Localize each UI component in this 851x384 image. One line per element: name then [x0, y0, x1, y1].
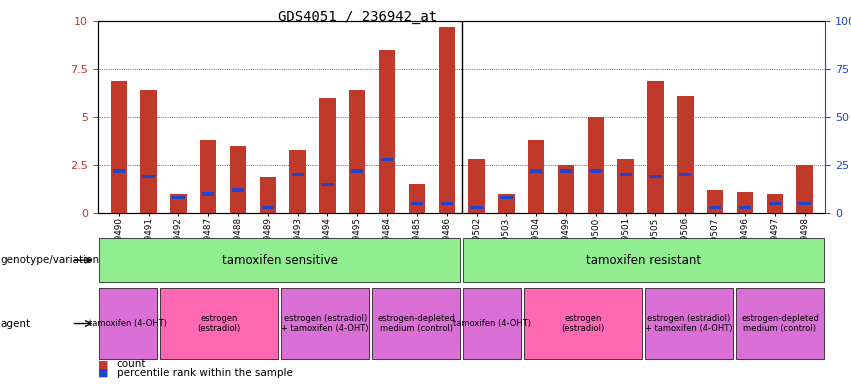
Text: count: count — [117, 359, 146, 369]
Bar — [468, 159, 485, 213]
Bar — [319, 98, 335, 213]
Bar — [200, 140, 216, 213]
Bar — [677, 96, 694, 213]
Text: estrogen (estradiol)
+ tamoxifen (4-OHT): estrogen (estradiol) + tamoxifen (4-OHT) — [645, 314, 733, 333]
Bar — [172, 196, 185, 200]
Text: genotype/variation: genotype/variation — [1, 255, 100, 265]
Bar — [142, 175, 155, 178]
Bar — [260, 177, 276, 213]
Bar — [381, 157, 393, 161]
Bar — [262, 206, 274, 209]
Text: GDS4051 / 236942_at: GDS4051 / 236942_at — [278, 10, 437, 23]
Bar — [408, 184, 426, 213]
Bar — [530, 169, 542, 173]
Bar — [590, 169, 602, 173]
Bar — [379, 50, 396, 213]
Bar — [322, 183, 334, 186]
Text: estrogen (estradiol)
+ tamoxifen (4-OHT): estrogen (estradiol) + tamoxifen (4-OHT) — [282, 314, 369, 333]
Bar — [797, 165, 813, 213]
Bar — [528, 140, 545, 213]
Bar — [679, 173, 692, 177]
Bar — [289, 150, 306, 213]
Text: percentile rank within the sample: percentile rank within the sample — [117, 368, 293, 378]
Bar — [140, 90, 157, 213]
Bar — [560, 169, 572, 173]
Text: estrogen-depleted
medium (control): estrogen-depleted medium (control) — [741, 314, 819, 333]
Text: tamoxifen resistant: tamoxifen resistant — [586, 254, 701, 266]
Text: estrogen-depleted
medium (control): estrogen-depleted medium (control) — [377, 314, 455, 333]
Bar — [349, 90, 365, 213]
Bar — [620, 173, 631, 177]
Text: tamoxifen sensitive: tamoxifen sensitive — [222, 254, 338, 266]
Bar — [292, 173, 304, 177]
Text: ■: ■ — [98, 368, 108, 378]
Bar — [351, 169, 363, 173]
Text: estrogen
(estradiol): estrogen (estradiol) — [197, 314, 241, 333]
Bar — [112, 169, 125, 173]
Bar — [709, 206, 722, 209]
Bar — [231, 189, 244, 192]
Text: tamoxifen (4-OHT): tamoxifen (4-OHT) — [453, 319, 531, 328]
Bar — [648, 81, 664, 213]
Bar — [111, 81, 127, 213]
Bar — [471, 206, 483, 209]
Bar — [707, 190, 723, 213]
Bar — [498, 194, 515, 213]
Bar — [202, 192, 214, 196]
Bar — [500, 196, 512, 200]
Text: tamoxifen (4-OHT): tamoxifen (4-OHT) — [89, 319, 167, 328]
Bar — [767, 194, 783, 213]
Text: estrogen
(estradiol): estrogen (estradiol) — [562, 314, 604, 333]
Bar — [441, 202, 453, 205]
Bar — [737, 192, 753, 213]
Bar — [798, 202, 811, 205]
Bar — [739, 206, 751, 209]
Text: agent: agent — [1, 318, 31, 329]
Bar — [230, 146, 246, 213]
Bar — [558, 165, 574, 213]
Bar — [438, 27, 455, 213]
Text: ■: ■ — [98, 359, 108, 369]
Bar — [649, 175, 661, 178]
Bar — [618, 159, 634, 213]
Bar — [170, 194, 186, 213]
Bar — [588, 117, 604, 213]
Bar — [411, 202, 423, 205]
Bar — [768, 202, 781, 205]
